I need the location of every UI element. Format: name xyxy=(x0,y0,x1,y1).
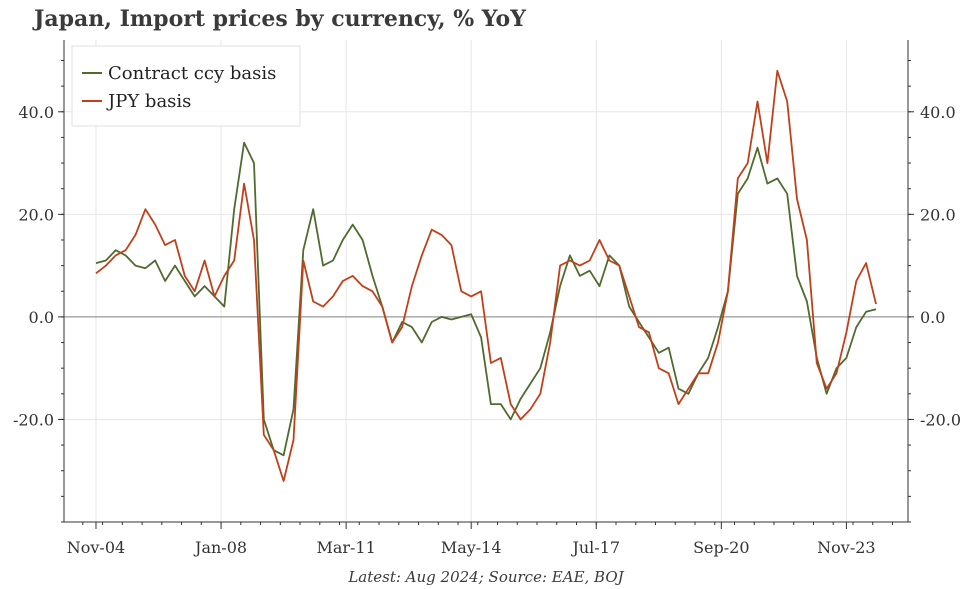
series-lines xyxy=(95,69,877,482)
series-line-jpy xyxy=(95,69,877,482)
x-tick-label: Jan-08 xyxy=(193,538,247,557)
x-tick-label: Mar-11 xyxy=(316,538,375,557)
series-line-contract-ccy xyxy=(95,141,877,457)
y-tick-label-left: 40.0 xyxy=(18,103,54,122)
chart-footnote: Latest: Aug 2024; Source: EAE, BOJ xyxy=(348,568,624,586)
legend-label: JPY basis xyxy=(106,91,191,112)
chart-title: Japan, Import prices by currency, % YoY xyxy=(34,6,526,32)
legend-box xyxy=(71,45,301,127)
y-tick-label-right: -20.0 xyxy=(920,410,961,429)
y-tick-label-left: -20.0 xyxy=(13,410,54,429)
axes: Nov-04 Jan-08 Mar-11 May-14 Jul-17 Sep-20 Nov-… xyxy=(13,40,961,557)
y-tick-label-right: 0.0 xyxy=(920,308,945,327)
legend: Contract ccy basis JPY basis xyxy=(71,45,301,127)
x-tick-label: May-14 xyxy=(441,538,502,557)
x-tick-label: Nov-04 xyxy=(67,538,125,557)
x-tick-label: Jul-17 xyxy=(570,538,620,557)
x-tick-label: Sep-20 xyxy=(693,538,749,557)
x-tick-label: Nov-23 xyxy=(817,538,875,557)
y-tick-label-right: 40.0 xyxy=(920,103,956,122)
y-tick-label-left: 0.0 xyxy=(29,308,54,327)
legend-label: Contract ccy basis xyxy=(108,63,276,84)
y-tick-label-left: 20.0 xyxy=(18,205,54,224)
y-tick-label-right: 20.0 xyxy=(920,205,956,224)
